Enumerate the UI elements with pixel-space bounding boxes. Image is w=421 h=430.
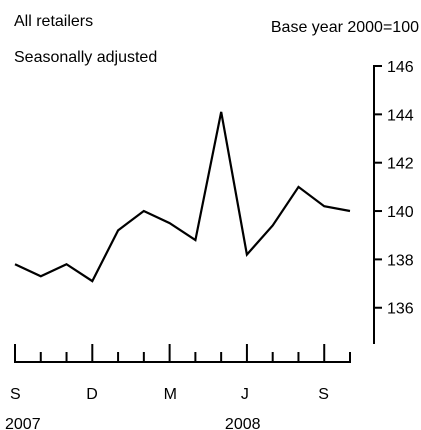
y-tick-label: 140 xyxy=(387,204,414,221)
note-all-retailers: All retailers xyxy=(14,13,93,30)
y-tick-label: 146 xyxy=(387,59,414,76)
x-axis: S 2007 D M J 2008 S xyxy=(5,344,351,430)
x-tick-label: D xyxy=(86,386,98,403)
note-base-year: Base year 2000=100 xyxy=(271,19,419,36)
series-group xyxy=(14,111,351,283)
x-year-label: 2008 xyxy=(225,416,261,430)
x-tick-label: S xyxy=(10,386,21,403)
y-axis: 136 138 140 142 144 146 xyxy=(373,59,414,344)
note-seasonally-adjusted: Seasonally adjusted xyxy=(14,49,157,66)
y-tick-label: 136 xyxy=(387,301,414,318)
y-tick-label: 142 xyxy=(387,156,414,173)
y-tick-label: 138 xyxy=(387,252,414,269)
x-year-label: 2007 xyxy=(5,416,41,430)
x-tick-label: M xyxy=(164,386,177,403)
y-tick-label: 144 xyxy=(387,107,414,124)
x-tick-label: J xyxy=(241,386,249,403)
chart-notes: All retailers Seasonally adjusted Base y… xyxy=(14,13,419,66)
series-line xyxy=(14,111,351,283)
x-tick-label: S xyxy=(318,386,329,403)
